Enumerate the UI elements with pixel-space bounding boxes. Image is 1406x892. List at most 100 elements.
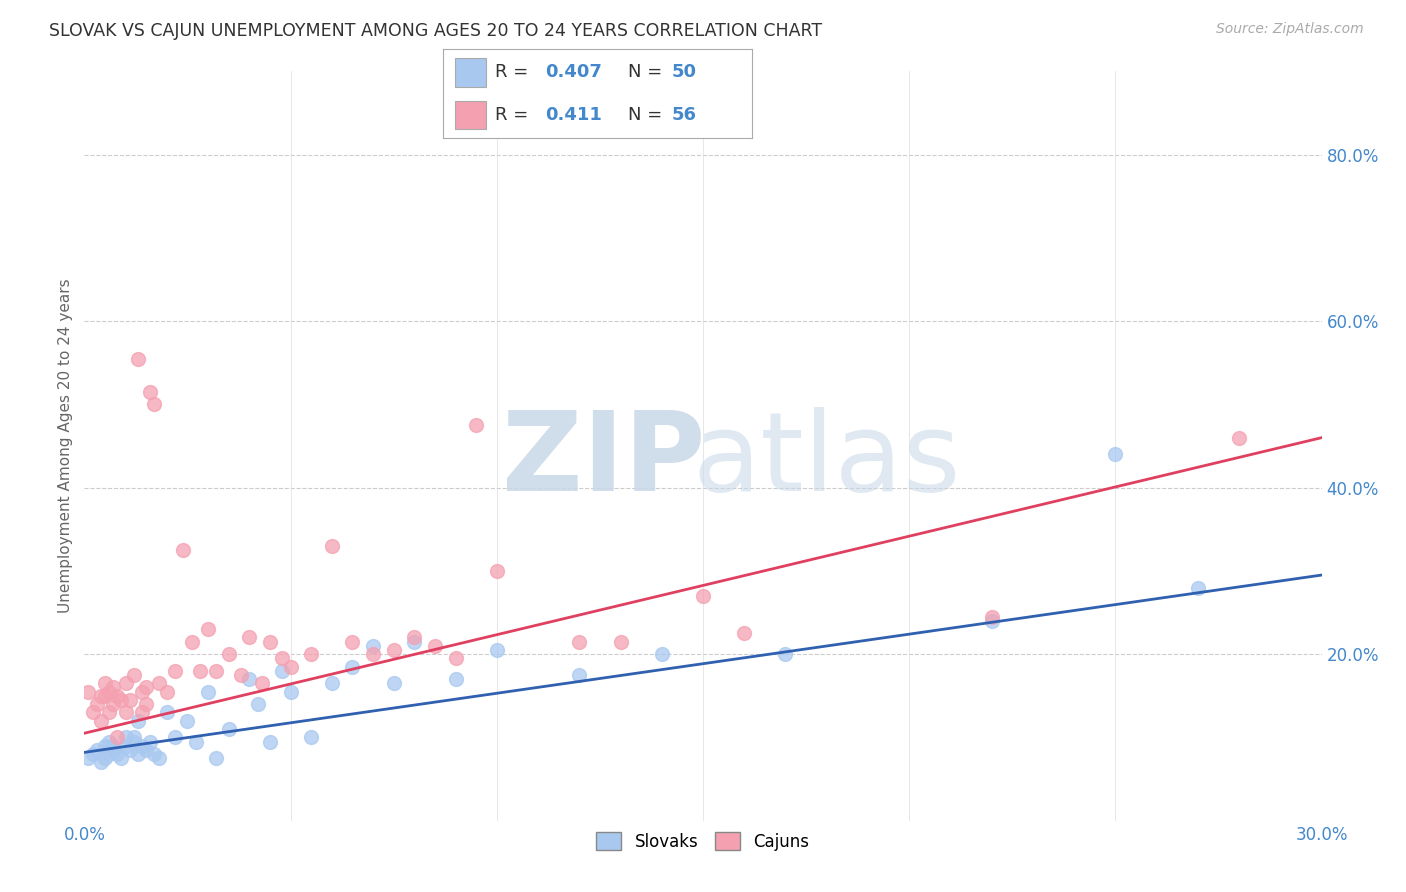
Point	[246, 697, 269, 711]
Point	[86, 697, 108, 711]
Point	[114, 706, 136, 720]
Point	[103, 743, 125, 757]
Point	[98, 734, 121, 748]
Point	[90, 756, 112, 770]
Point	[321, 676, 343, 690]
Point	[382, 676, 405, 690]
Point	[172, 543, 194, 558]
Point	[127, 714, 149, 728]
Point	[110, 693, 132, 707]
Point	[103, 681, 125, 695]
Point	[122, 668, 145, 682]
Point	[361, 647, 384, 661]
Point	[218, 722, 240, 736]
Point	[148, 676, 170, 690]
Point	[485, 564, 508, 578]
Point	[321, 539, 343, 553]
Point	[90, 714, 112, 728]
Point	[259, 634, 281, 648]
Point	[131, 739, 153, 753]
Point	[271, 651, 294, 665]
Y-axis label: Unemployment Among Ages 20 to 24 years: Unemployment Among Ages 20 to 24 years	[58, 278, 73, 614]
Bar	[456, 58, 486, 87]
Point	[259, 734, 281, 748]
Point	[404, 631, 426, 645]
Text: N =: N =	[628, 106, 668, 124]
Point	[180, 634, 202, 648]
Point	[197, 684, 219, 698]
Point	[733, 626, 755, 640]
Point	[280, 659, 302, 673]
Point	[188, 664, 211, 678]
Point	[299, 731, 322, 745]
Point	[110, 751, 132, 765]
Point	[114, 739, 136, 753]
Point	[156, 706, 179, 720]
Point	[105, 747, 128, 761]
Text: 56: 56	[672, 106, 697, 124]
Legend: Slovaks, Cajuns: Slovaks, Cajuns	[589, 826, 817, 857]
Point	[176, 714, 198, 728]
Text: 50: 50	[672, 63, 697, 81]
Point	[82, 706, 104, 720]
Point	[165, 731, 187, 745]
Text: ZIP: ZIP	[502, 408, 706, 515]
Point	[105, 731, 128, 745]
Point	[131, 684, 153, 698]
Point	[118, 693, 141, 707]
Point	[118, 743, 141, 757]
Point	[139, 384, 162, 399]
Point	[423, 639, 446, 653]
Point	[148, 751, 170, 765]
Point	[229, 668, 252, 682]
Point	[1104, 447, 1126, 461]
Point	[342, 634, 364, 648]
Point	[94, 689, 117, 703]
Point	[485, 643, 508, 657]
Point	[271, 664, 294, 678]
Point	[114, 676, 136, 690]
Point	[103, 739, 125, 753]
Point	[94, 676, 117, 690]
Point	[114, 731, 136, 745]
Point	[103, 697, 125, 711]
Point	[105, 689, 128, 703]
Point	[135, 681, 157, 695]
Point	[90, 689, 112, 703]
Point	[299, 647, 322, 661]
Point	[197, 622, 219, 636]
Point	[568, 634, 591, 648]
Point	[238, 631, 260, 645]
Point	[77, 684, 100, 698]
Point	[980, 609, 1002, 624]
Bar	[456, 101, 486, 129]
Point	[444, 672, 467, 686]
Point	[82, 747, 104, 761]
Point	[131, 706, 153, 720]
Point	[651, 647, 673, 661]
Point	[404, 634, 426, 648]
Point	[86, 743, 108, 757]
Point	[361, 639, 384, 653]
Point	[127, 747, 149, 761]
Point	[135, 743, 157, 757]
Text: 0.407: 0.407	[546, 63, 602, 81]
Text: SLOVAK VS CAJUN UNEMPLOYMENT AMONG AGES 20 TO 24 YEARS CORRELATION CHART: SLOVAK VS CAJUN UNEMPLOYMENT AMONG AGES …	[49, 22, 823, 40]
Text: R =: R =	[495, 63, 534, 81]
Point	[143, 397, 166, 411]
Point	[775, 647, 797, 661]
Point	[465, 418, 488, 433]
Point	[342, 659, 364, 673]
Point	[218, 647, 240, 661]
Point	[122, 731, 145, 745]
Point	[1187, 581, 1209, 595]
Point	[1227, 431, 1250, 445]
Point	[98, 706, 121, 720]
Point	[98, 684, 121, 698]
Point	[205, 751, 228, 765]
Point	[205, 664, 228, 678]
Point	[94, 739, 117, 753]
Point	[165, 664, 187, 678]
Point	[609, 634, 631, 648]
Point	[122, 734, 145, 748]
